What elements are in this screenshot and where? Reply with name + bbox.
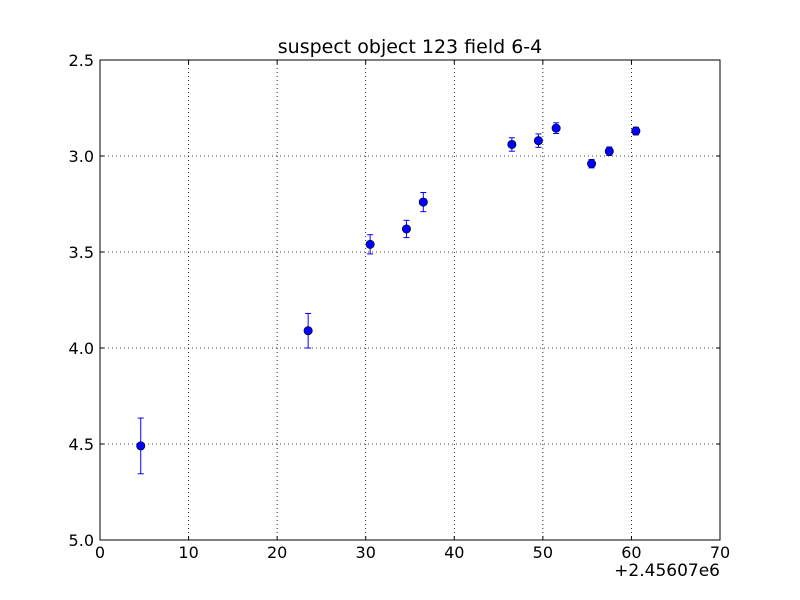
data-points <box>136 123 641 451</box>
x-tick-label: 20 <box>267 543 287 562</box>
grid-lines <box>100 60 720 540</box>
x-axis-offset-label: +2.45607e6 <box>614 561 720 581</box>
data-point <box>551 123 561 133</box>
x-tick-label: 60 <box>621 543 641 562</box>
x-tick-label: 0 <box>95 543 105 562</box>
data-point <box>136 441 146 451</box>
x-tick-label: 40 <box>444 543 464 562</box>
x-tick-label: 70 <box>710 543 730 562</box>
y-tick-label: 2.5 <box>69 51 94 70</box>
y-tick-label: 3.0 <box>69 147 94 166</box>
x-tick-label: 30 <box>356 543 376 562</box>
y-tick-label: 4.0 <box>69 339 94 358</box>
x-tick-labels: 0 10 20 30 40 50 60 70 <box>95 543 730 562</box>
data-point <box>533 136 543 146</box>
x-tick-label: 10 <box>178 543 198 562</box>
data-point <box>401 224 411 234</box>
y-tick-label: 3.5 <box>69 243 94 262</box>
data-point <box>587 159 597 169</box>
data-point <box>604 146 614 156</box>
data-point <box>418 197 428 207</box>
y-tick-labels: 2.5 3.0 3.5 4.0 4.5 5.0 <box>69 51 94 550</box>
axis-ticks <box>99 59 721 541</box>
y-tick-label: 4.5 <box>69 435 94 454</box>
chart-title: suspect object 123 field 6-4 <box>278 36 543 58</box>
axes-frame <box>99 59 721 541</box>
data-point <box>507 139 517 149</box>
y-tick-label: 5.0 <box>69 531 94 550</box>
x-tick-label: 50 <box>533 543 553 562</box>
data-point <box>631 126 641 136</box>
data-point <box>365 239 375 249</box>
data-point <box>303 326 313 336</box>
